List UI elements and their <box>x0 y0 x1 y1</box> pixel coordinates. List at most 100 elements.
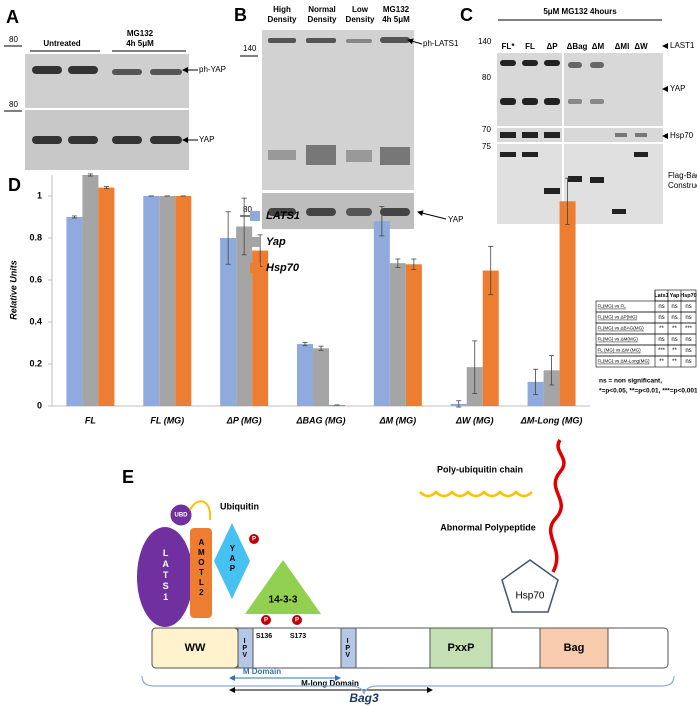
yap-shape <box>214 523 250 599</box>
treatment: 5μM MG132 4hours <box>543 7 617 16</box>
error-bar <box>318 345 324 351</box>
table-cell: ns <box>671 337 677 343</box>
label: Poly-ubiquitin chain <box>437 464 523 474</box>
table-cell: ** <box>672 359 677 365</box>
domain: IPV <box>344 638 351 659</box>
band-label: LAST1 <box>670 41 695 50</box>
error-bar <box>488 245 494 296</box>
error-bar <box>411 258 417 270</box>
stats-table: Lats1 Yap Hsp70 FL(MG) vs FL ns ns ns FL(MG) vs… <box>595 289 697 395</box>
bar <box>82 175 99 406</box>
domain: PxxP <box>448 642 475 654</box>
bar <box>482 270 499 406</box>
table-cell: ns <box>685 359 691 365</box>
lane-label: Density <box>346 15 375 24</box>
lane-label: Density <box>308 15 337 24</box>
table-cell: ns <box>658 304 664 310</box>
label: P <box>295 618 299 624</box>
label: M Domain <box>243 667 281 676</box>
label: AMOTL2 <box>197 538 206 598</box>
table-header: Hsp70 <box>680 293 697 299</box>
marker: 70 <box>482 125 491 134</box>
table-cell: ** <box>659 326 664 332</box>
band-label: Hsp70 <box>670 131 694 140</box>
panel-label: C <box>460 5 473 25</box>
bar <box>236 226 253 406</box>
table-cell: ** <box>672 348 677 354</box>
table-cell: ns <box>685 304 691 310</box>
marker: 80 <box>482 73 491 82</box>
y-tick-label: 1 <box>37 190 42 200</box>
table-header: Lats1 <box>654 293 668 299</box>
panel-label: E <box>122 467 134 487</box>
error-bar <box>549 355 555 386</box>
table-cell: ns <box>658 315 664 321</box>
lats1-shape <box>137 527 193 627</box>
table-header: Yap <box>670 293 680 299</box>
marker: 140 <box>243 44 257 53</box>
panel-label: D <box>8 175 21 195</box>
bar <box>543 370 560 406</box>
label: LATS1 <box>161 548 171 603</box>
domain: IPV <box>241 638 248 659</box>
y-tick-label: 0.4 <box>29 316 42 326</box>
table-cell: FL(MG) vs FL <box>598 304 627 309</box>
table-note: ns = non significant, <box>599 378 662 385</box>
hsp70-shape <box>501 559 559 613</box>
table-cell: ns <box>658 337 664 343</box>
table-cell: ns <box>685 348 691 354</box>
y-tick-label: 0.6 <box>29 274 42 284</box>
lane-label: 4h 5μM <box>382 15 410 24</box>
table-cell: FL(MG) vs ΔM-Long(MG) <box>598 359 651 364</box>
legend-swatch <box>250 211 260 221</box>
table-row <box>595 355 697 368</box>
bar <box>313 348 329 406</box>
label: Abnormal Polypeptide <box>440 522 536 532</box>
lane-label: ΔP <box>546 42 558 51</box>
legend-label: LATS1 <box>266 210 300 222</box>
ubd-shape <box>169 503 193 527</box>
bands <box>500 60 648 214</box>
table-cell: ** <box>659 359 664 365</box>
marker: 80 <box>9 35 18 44</box>
bar <box>252 250 269 406</box>
group-label: MG132 <box>127 29 154 38</box>
table-cell: ns <box>685 337 691 343</box>
band-label: ph-YAP <box>199 65 226 74</box>
x-tick-label: ΔW (MG) <box>455 415 494 425</box>
blot <box>25 54 189 108</box>
band-label: Flag-Bag3 <box>668 171 697 180</box>
blot <box>262 30 414 190</box>
y-tick-label: 0 <box>37 400 42 410</box>
bar <box>389 263 406 406</box>
lane-label: High <box>273 5 291 14</box>
legend-label: Hsp70 <box>266 262 300 274</box>
bands <box>268 37 410 216</box>
x-tick-label: ΔP (MG) <box>226 415 262 425</box>
band-label: ph-LATS1 <box>423 39 459 48</box>
panel-label: B <box>234 5 247 25</box>
table-cell: FL(MG) vs ΔM(MG) <box>598 337 639 342</box>
domain: Bag <box>564 642 585 654</box>
panel-label: A <box>6 7 19 27</box>
bar <box>143 196 160 406</box>
lane-label: Density <box>268 15 297 24</box>
band-label: YAP <box>670 84 685 93</box>
group-label: 4h 5μM <box>126 39 154 48</box>
legend-swatch <box>250 263 260 273</box>
label: P <box>264 618 268 624</box>
blot <box>497 128 663 142</box>
lane-label: ΔMl <box>615 42 630 51</box>
blot <box>497 144 663 224</box>
bar <box>175 196 192 406</box>
ubiquitin-chain <box>419 490 533 498</box>
bar <box>297 344 313 406</box>
label: Ubiquitin <box>220 501 259 511</box>
bar <box>159 196 176 406</box>
label: S173 <box>290 633 306 640</box>
label: P <box>252 537 256 543</box>
error-bar <box>472 340 478 394</box>
lane-label: FL* <box>502 42 516 51</box>
panel-e: E Poly-ubiquitin chain Abnormal Polypept… <box>122 439 675 705</box>
band-label: YAP <box>199 135 214 144</box>
